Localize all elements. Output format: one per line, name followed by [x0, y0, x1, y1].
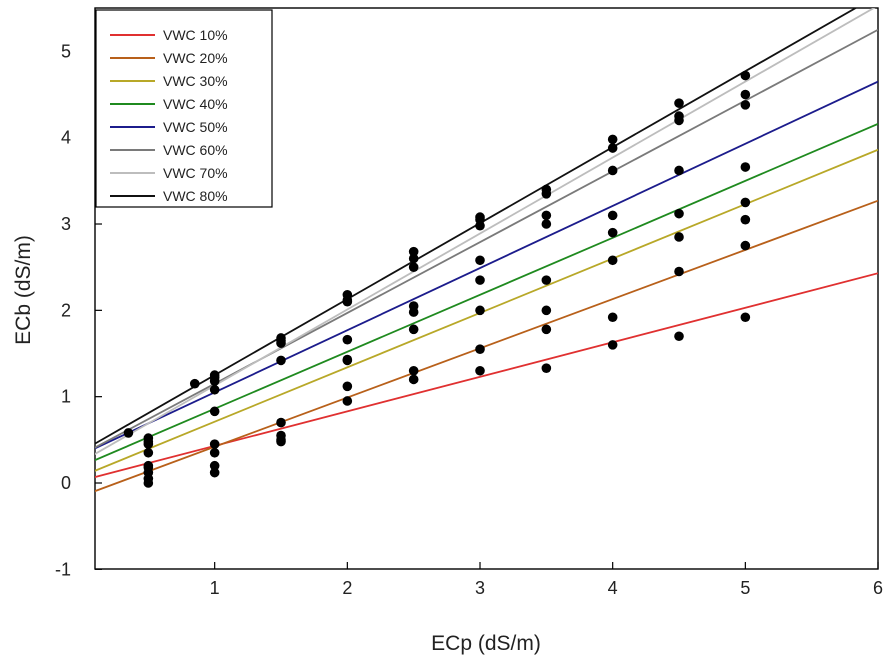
data-point [541, 210, 552, 221]
data-point [541, 275, 552, 285]
data-point [607, 143, 618, 153]
data-point [143, 462, 154, 473]
fit-line [95, 272, 878, 478]
legend-label: VWC 40% [163, 96, 228, 112]
data-point [408, 253, 419, 264]
data-point [475, 212, 485, 222]
data-point [475, 365, 485, 376]
data-point [541, 324, 552, 335]
data-point [674, 111, 684, 121]
data-point [143, 433, 154, 443]
data-point [123, 428, 134, 438]
y-tick-label: 1 [61, 387, 71, 407]
data-point [674, 98, 684, 108]
data-point [276, 430, 286, 441]
data-point [740, 89, 751, 100]
data-point [740, 312, 751, 323]
data-point [607, 210, 618, 221]
legend-label: VWC 10% [163, 27, 228, 43]
data-point [607, 340, 618, 350]
y-tick-label: 0 [61, 473, 71, 493]
x-tick-label: 3 [475, 578, 485, 598]
data-point [408, 374, 419, 385]
data-point [276, 355, 286, 366]
data-point [209, 460, 220, 471]
data-point [607, 255, 618, 266]
legend-label: VWC 80% [163, 188, 228, 204]
data-point [475, 305, 485, 316]
data-point [342, 354, 353, 365]
data-point [674, 232, 684, 242]
data-point [342, 290, 353, 300]
data-point [607, 134, 618, 145]
data-point [541, 363, 552, 373]
x-tick-label: 4 [608, 578, 618, 598]
x-tick-label: 2 [342, 578, 352, 598]
data-point [209, 467, 220, 478]
data-point [674, 266, 684, 277]
data-point [740, 162, 751, 172]
plot-frame [94, 7, 879, 570]
legend-label: VWC 60% [163, 142, 228, 158]
data-point [475, 344, 485, 354]
y-tick-label: 2 [61, 300, 71, 320]
data-point [408, 301, 419, 311]
y-tick-label: -1 [55, 559, 71, 579]
data-point [209, 447, 220, 458]
data-point [740, 240, 751, 251]
data-point [408, 246, 419, 257]
x-tick-label: 6 [873, 578, 883, 598]
data-point [209, 406, 220, 417]
data-point [276, 417, 286, 428]
data-point [342, 334, 353, 345]
data-point [740, 100, 751, 110]
data-point [607, 312, 618, 323]
data-point [342, 396, 353, 406]
y-tick-label: 3 [61, 214, 71, 234]
data-point [408, 365, 419, 376]
x-tick-label: 5 [740, 578, 750, 598]
data-point [740, 214, 751, 225]
data-point [276, 333, 286, 343]
data-point [408, 324, 419, 335]
data-point [607, 227, 618, 238]
x-tick-label: 1 [210, 578, 220, 598]
x-axis-title: ECp (dS/m) [431, 632, 541, 655]
legend-label: VWC 30% [163, 73, 228, 89]
data-point [541, 305, 552, 316]
data-point [541, 184, 552, 195]
y-tick-label: 4 [61, 128, 71, 148]
y-tick-label: 5 [61, 41, 71, 61]
y-axis-title: ECb (dS/m) [12, 235, 35, 345]
data-point [408, 262, 419, 272]
x-axis: 1 2 3 4 5 6 [210, 562, 883, 598]
data-point [209, 384, 220, 395]
data-point [740, 70, 751, 81]
y-axis: -1 0 1 2 3 4 5 [55, 41, 102, 579]
legend-label: VWC 70% [163, 165, 228, 181]
data-point [674, 165, 684, 176]
legend-box [95, 9, 273, 208]
data-point [475, 275, 485, 285]
data-point [143, 478, 154, 488]
legend-label: VWC 50% [163, 119, 228, 135]
data-point [209, 370, 220, 380]
data-point [342, 381, 353, 392]
data-point [143, 447, 154, 458]
data-point [674, 208, 684, 219]
legend: VWC 10% VWC 20% VWC 30% VWC 40% VWC 50% VWC 6… [95, 9, 273, 208]
data-point [541, 219, 552, 229]
data-point [189, 378, 200, 389]
data-point [209, 439, 220, 449]
legend-label: VWC 20% [163, 50, 228, 66]
data-point [607, 165, 618, 176]
data-point [740, 197, 751, 208]
data-point [475, 255, 485, 266]
data-points [123, 70, 751, 488]
data-point [674, 331, 684, 342]
